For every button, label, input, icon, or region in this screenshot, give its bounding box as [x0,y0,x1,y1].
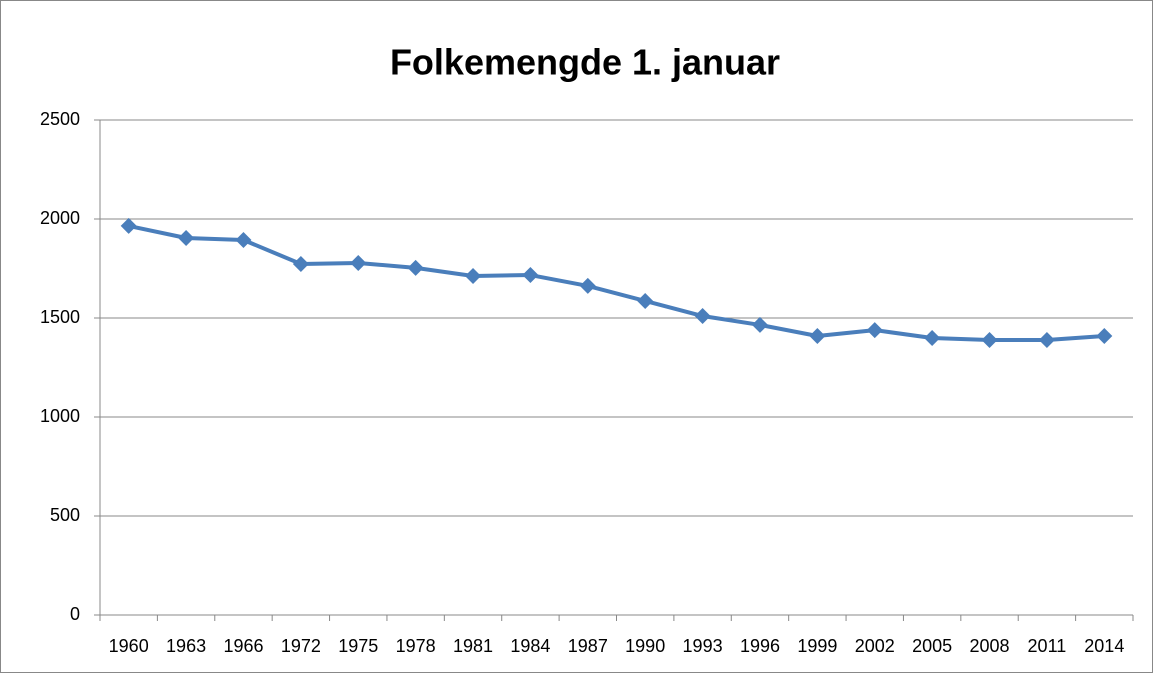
marker [1038,331,1055,348]
x-tick-label: 2005 [912,636,952,656]
marker [292,255,309,272]
y-tick-label: 500 [50,505,80,525]
x-tick-label: 1999 [797,636,837,656]
x-tick-label: 2008 [970,636,1010,656]
x-tick-label: 2014 [1084,636,1124,656]
x-tick-label: 1966 [223,636,263,656]
marker [694,308,711,325]
marker [178,230,195,247]
marker [120,217,137,234]
x-tick-label: 1990 [625,636,665,656]
marker [637,292,654,309]
marker [809,328,826,345]
y-tick-label: 1000 [40,406,80,426]
chart-title: Folkemengde 1. januar [390,42,780,83]
marker [1096,328,1113,345]
x-tick-label: 1993 [683,636,723,656]
marker [522,267,539,284]
data-line [128,223,1105,342]
x-tick-label: 1981 [453,636,493,656]
y-tick-label: 0 [70,604,80,624]
x-tick-label: 1987 [568,636,608,656]
x-tick-label: 1975 [338,636,378,656]
y-tick-label: 2500 [40,109,80,129]
y-tick-label: 1500 [40,307,80,327]
x-tick-label: 1996 [740,636,780,656]
y-tick-label: 2000 [40,208,80,228]
marker [465,268,482,285]
marker [924,329,941,346]
marker [350,254,367,271]
marker [866,322,883,339]
x-tick-label: 1972 [281,636,321,656]
marker [235,231,252,248]
x-tick-label: 1960 [109,636,149,656]
x-tick-label: 1984 [510,636,550,656]
marker [981,331,998,348]
x-tick-label: 2002 [855,636,895,656]
x-tick-label: 1978 [396,636,436,656]
marker [407,259,424,276]
x-tick-label: 1963 [166,636,206,656]
x-tick-label: 2011 [1028,636,1067,656]
marker [751,316,768,333]
marker [579,277,596,294]
